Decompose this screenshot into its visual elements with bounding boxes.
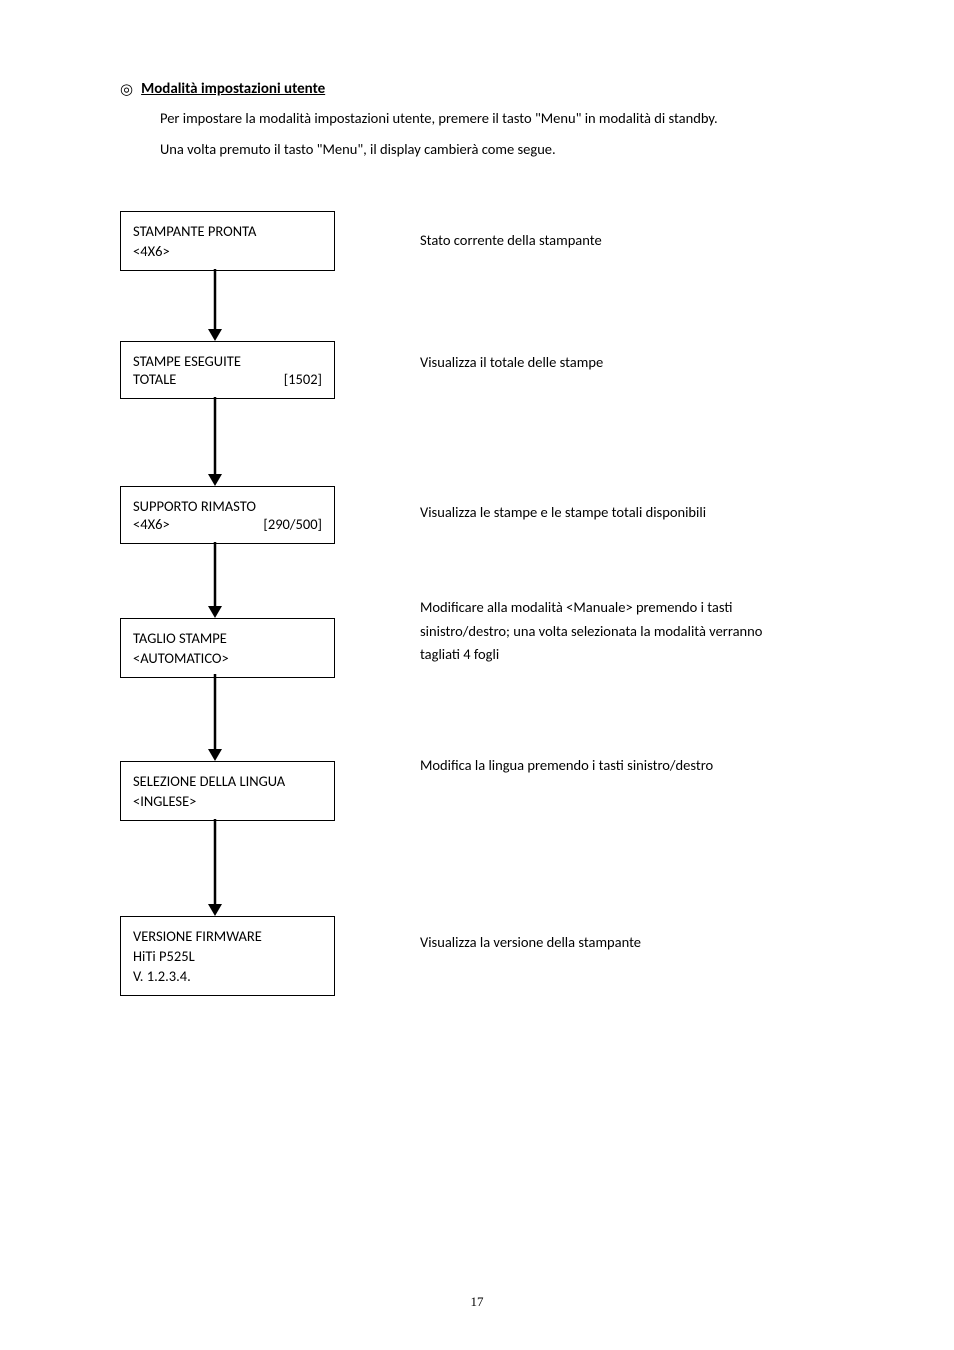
flowchart-area: STAMPANTE PRONTA <4X6> STAMPE ESEGUITE T… <box>120 211 854 1111</box>
box-text: TAGLIO STAMPE <box>133 629 322 647</box>
box-text: STAMPE ESEGUITE <box>133 352 322 370</box>
flow-box-printer-ready: STAMPANTE PRONTA <4X6> <box>120 211 335 271</box>
box-text: <INGLESE> <box>133 792 322 810</box>
intro-line-2: Una volta premuto il tasto "Menu", il di… <box>160 138 854 161</box>
flow-desc-firmware: Visualizza la versione della stampante <box>420 931 800 954</box>
section-heading-row: ◎ Modalità impostazioni utente <box>120 80 854 101</box>
flow-desc-cut-prints: Modificare alla modalità <Manuale> preme… <box>420 596 800 666</box>
section-heading: Modalità impostazioni utente <box>141 80 325 98</box>
flow-box-language: SELEZIONE DELLA LINGUA <INGLESE> <box>120 761 335 821</box>
heading-bullet: ◎ <box>120 80 133 101</box>
arrow-down-icon <box>205 674 225 761</box>
box-text: V. 1.2.3.4. <box>133 967 322 985</box>
box-text: SUPPORTO RIMASTO <box>133 497 322 515</box>
flow-box-prints-done: STAMPE ESEGUITE TOTALE [1502] <box>120 341 335 399</box>
box-text: [1502] <box>284 370 322 388</box>
box-text: TOTALE <box>133 370 176 388</box>
box-text: SELEZIONE DELLA LINGUA <box>133 772 322 790</box>
flow-desc-prints-done: Visualizza il totale delle stampe <box>420 351 800 374</box>
intro-line-1: Per impostare la modalità impostazioni u… <box>160 107 854 130</box>
flow-desc-printer-ready: Stato corrente della stampante <box>420 229 800 252</box>
flow-desc-media-remaining: Visualizza le stampe e le stampe totali … <box>420 501 800 524</box>
box-text: HiTi P525L <box>133 947 322 965</box>
box-text: VERSIONE FIRMWARE <box>133 927 322 945</box>
flow-box-firmware: VERSIONE FIRMWARE HiTi P525L V. 1.2.3.4. <box>120 916 335 996</box>
box-text: <4X6> <box>133 515 170 533</box>
page-number: 17 <box>0 1294 954 1310</box>
flow-box-media-remaining: SUPPORTO RIMASTO <4X6> [290/500] <box>120 486 335 544</box>
flow-desc-language: Modifica la lingua premendo i tasti sini… <box>420 754 800 777</box>
arrow-down-icon <box>205 542 225 618</box>
box-text: [290/500] <box>263 515 322 533</box>
arrow-down-icon <box>205 397 225 486</box>
arrow-down-icon <box>205 269 225 341</box>
box-text: <AUTOMATICO> <box>133 649 322 667</box>
flow-box-cut-prints: TAGLIO STAMPE <AUTOMATICO> <box>120 618 335 678</box>
box-text: <4X6> <box>133 242 322 260</box>
box-text: STAMPANTE PRONTA <box>133 222 322 240</box>
arrow-down-icon <box>205 819 225 916</box>
